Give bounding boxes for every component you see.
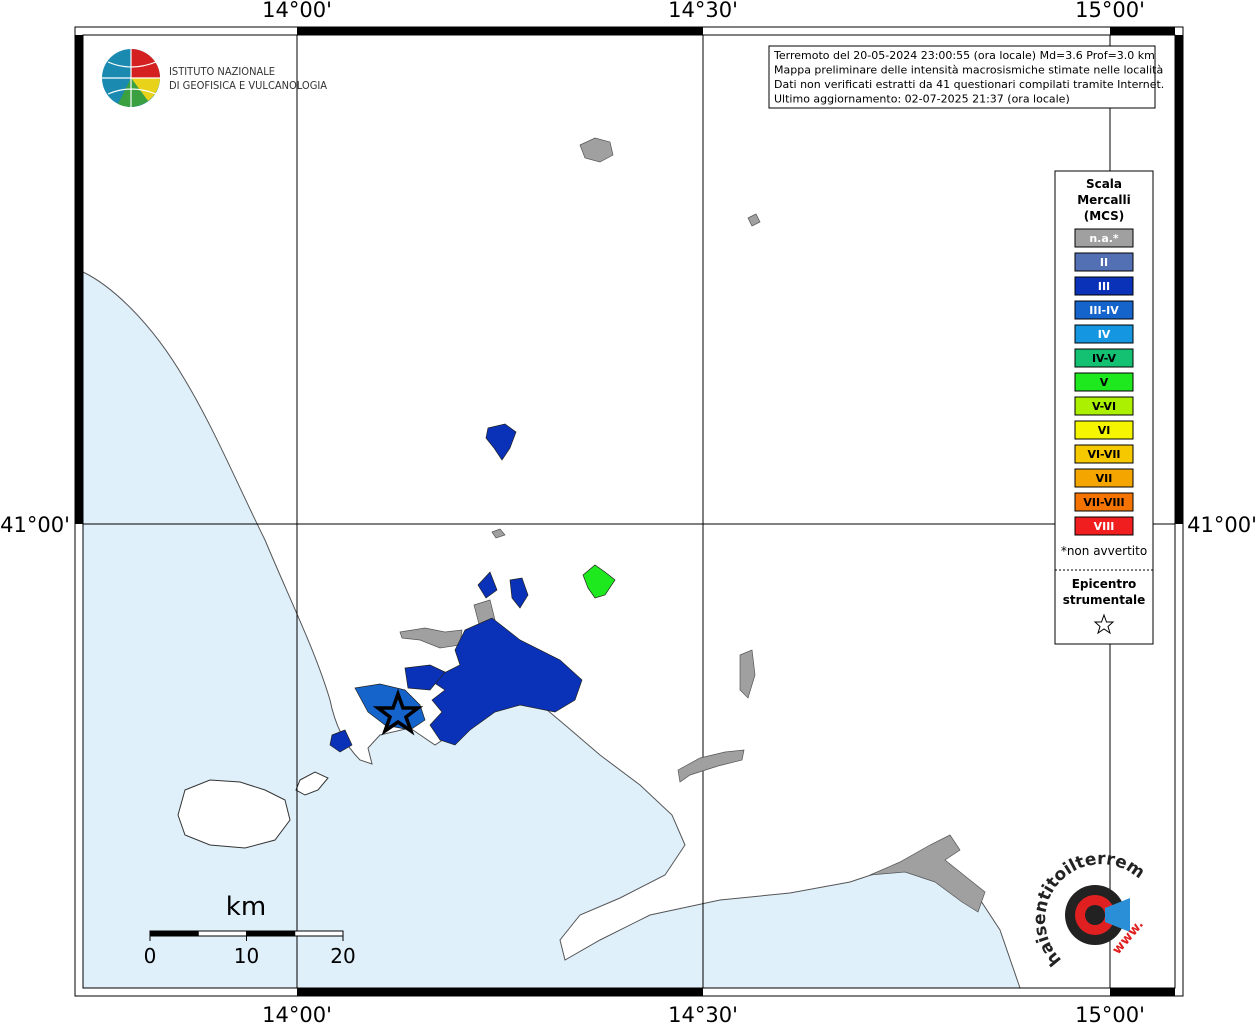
frame-band	[75, 35, 83, 524]
logo-text: ISTITUTO NAZIONALE	[169, 65, 275, 78]
legend-title: Mercalli	[1077, 193, 1131, 207]
legend-label: V-VI	[1092, 400, 1116, 413]
legend-star	[1093, 613, 1115, 635]
frame-band	[1110, 27, 1175, 35]
lon-label: 15°00'	[1075, 0, 1145, 22]
info-frame	[768, 45, 1156, 109]
logo-grid	[102, 49, 160, 107]
areas-na	[399, 137, 986, 913]
info-line: Ultimo aggiornamento: 02-07-2025 21:37 (…	[774, 93, 1070, 106]
legend-title: Scala	[1086, 177, 1122, 191]
scale-segment	[197, 930, 247, 937]
legend-swatch	[1074, 324, 1134, 344]
legend-label: IV	[1098, 328, 1111, 341]
scale-segment	[149, 930, 199, 937]
info-lines: Terremoto del 20-05-2024 23:00:55 (ora l…	[773, 49, 1164, 106]
logo-text: DI GEOFISICA E VULCANOLOGIA	[169, 79, 327, 92]
area	[485, 423, 517, 461]
badge-speaker	[1105, 898, 1130, 932]
legend-label: VII	[1096, 472, 1113, 485]
legend-swatch	[1074, 252, 1134, 272]
scale-segment	[294, 930, 344, 937]
legend-swatch	[1074, 276, 1134, 296]
area	[747, 213, 761, 227]
island	[295, 771, 329, 796]
area	[579, 137, 614, 163]
frame-band	[1175, 35, 1183, 524]
ingv-logo: ISTITUTO NAZIONALE DI GEOFISICA E VULCAN…	[102, 49, 327, 107]
scale-tick-label: 0	[144, 944, 157, 968]
scale-tick-label: 10	[234, 944, 259, 968]
lon-label: 14°30'	[668, 0, 738, 22]
frame	[74, 26, 1184, 997]
legend-swatch	[1074, 516, 1134, 536]
legend-swatch	[1074, 300, 1134, 320]
epicenter-star	[372, 688, 424, 736]
scale-bar: km 0 10 20	[144, 892, 356, 968]
legend-title: (MCS)	[1084, 209, 1125, 223]
legend-swatch	[1074, 396, 1134, 416]
legend-label: n.a.*	[1089, 232, 1119, 245]
legend-label: III-IV	[1089, 304, 1119, 317]
logo-segment	[131, 78, 160, 101]
legend-label: II	[1100, 256, 1108, 269]
legend-swatch	[1074, 492, 1134, 512]
logo-segment	[118, 78, 148, 107]
legend-label: IV-V	[1092, 352, 1117, 365]
legend-label: VI	[1098, 424, 1111, 437]
lat-label: 41°00'	[0, 513, 70, 537]
legend-epicenter: strumentale	[1063, 593, 1146, 607]
frame-band	[297, 988, 703, 996]
island	[177, 779, 291, 849]
legend-label: III	[1098, 280, 1110, 293]
frame-band	[1110, 988, 1175, 996]
lat-label: 41°00'	[1187, 513, 1256, 537]
area	[869, 834, 986, 913]
areas-intensity	[329, 423, 616, 753]
frame-band	[297, 27, 703, 35]
legend-swatch	[1074, 348, 1134, 368]
badge-ring	[1085, 905, 1105, 925]
lon-label: 14°30'	[668, 1003, 738, 1024]
legend-swatch	[1074, 468, 1134, 488]
lon-label: 15°00'	[1075, 1003, 1145, 1024]
legend-epicenter: Epicentro	[1072, 577, 1137, 591]
area	[477, 571, 498, 599]
info-line: Mappa preliminare delle intensità macros…	[774, 64, 1163, 77]
scale-tick-label: 20	[330, 944, 355, 968]
area	[329, 729, 353, 753]
info-box: Terremoto del 20-05-2024 23:00:55 (ora l…	[768, 45, 1164, 109]
scale-unit: km	[226, 892, 266, 922]
logo-segment	[131, 49, 160, 78]
area	[399, 627, 463, 649]
legend-label: VI-VII	[1087, 448, 1120, 461]
sea	[82, 271, 1021, 989]
legend-swatch	[1074, 372, 1134, 392]
area	[677, 749, 745, 783]
legend-swatch	[1074, 444, 1134, 464]
area	[582, 564, 616, 599]
legend-swatch	[1074, 228, 1134, 248]
legend: ScalaMercalli(MCS)n.a.*IIIIIIII-IVIVIV-V…	[1054, 170, 1154, 645]
legend-label: VII-VIII	[1083, 496, 1124, 509]
area	[404, 664, 446, 691]
scale-segment	[246, 930, 296, 937]
legend-swatch	[1074, 420, 1134, 440]
area	[491, 528, 506, 539]
legend-label: VIII	[1094, 520, 1115, 533]
lon-label: 14°00'	[262, 0, 332, 22]
info-line: Dati non verificati estratti da 41 quest…	[774, 78, 1164, 91]
legend-label: V	[1100, 376, 1109, 389]
area	[739, 649, 756, 699]
lon-label: 14°00'	[262, 1003, 332, 1024]
area	[509, 577, 529, 609]
legend-note: *non avvertito	[1061, 544, 1147, 558]
info-line: Terremoto del 20-05-2024 23:00:55 (ora l…	[773, 49, 1155, 62]
